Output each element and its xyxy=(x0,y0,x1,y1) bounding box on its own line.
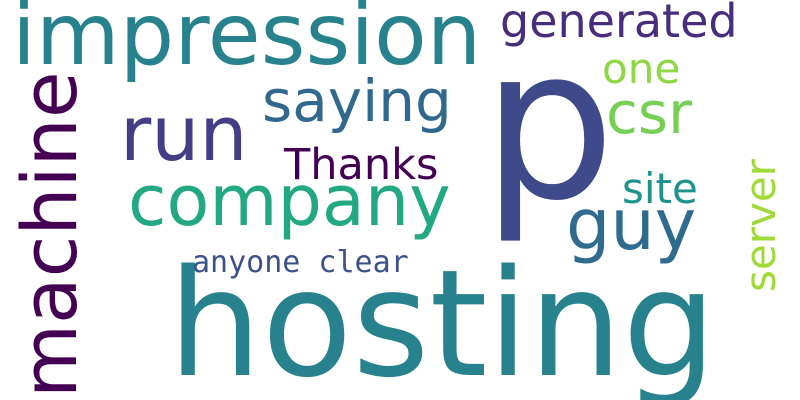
word-thanks: Thanks xyxy=(284,140,439,190)
word-csr: csr xyxy=(606,79,692,147)
word-anyone-clear: anyone clear xyxy=(192,245,409,280)
word-impression: impression xyxy=(12,0,482,85)
word-guy: guy xyxy=(566,184,697,266)
word-run: run xyxy=(120,89,248,178)
word-company: company xyxy=(128,160,451,242)
word-one: one xyxy=(602,44,681,93)
word-site: site xyxy=(622,164,698,213)
word-server: server xyxy=(736,159,785,292)
word-p: p xyxy=(482,2,616,247)
word-generated: generated xyxy=(500,0,738,48)
word-hosting: hosting xyxy=(168,238,717,400)
word-saying: saying xyxy=(262,67,452,135)
word-machine: machine xyxy=(5,71,94,398)
